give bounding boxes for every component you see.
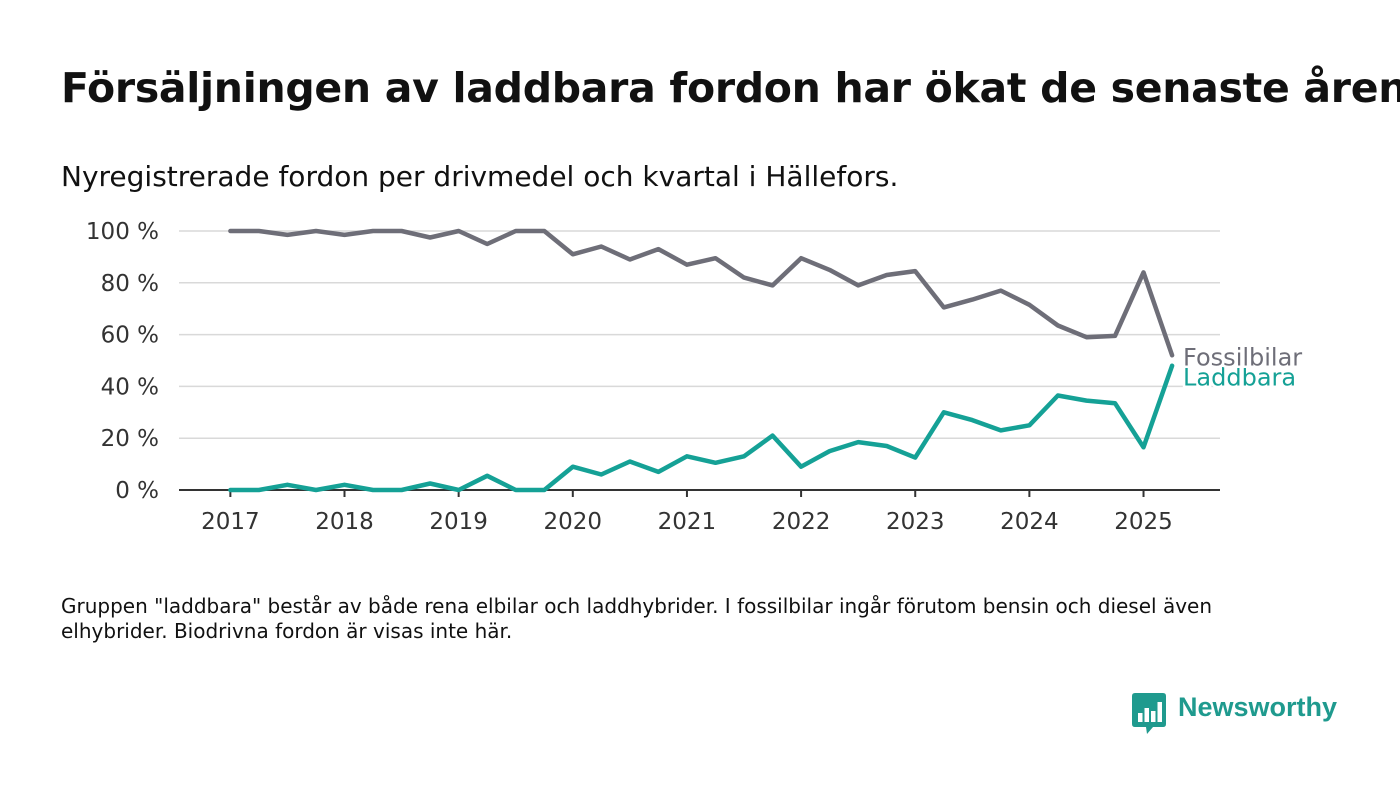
footnote: Gruppen "laddbara" består av både rena e… [61, 594, 1213, 643]
x-tick-label: 2023 [886, 509, 945, 535]
y-tick-label: 60 % [101, 323, 159, 349]
x-tick-label: 2022 [772, 509, 831, 535]
newsworthy-logo-icon [1132, 693, 1166, 734]
x-tick-label: 2020 [544, 509, 603, 535]
x-tick-label: 2024 [1000, 509, 1059, 535]
y-tick-label: 40 % [101, 374, 159, 400]
brand-name: Newsworthy [1178, 692, 1338, 722]
x-tick-label: 2025 [1114, 509, 1173, 535]
series-lines [228, 228, 1175, 493]
chart-title: Försäljningen av laddbara fordon har öka… [61, 64, 1400, 112]
series-line-fossilbilar [228, 228, 1175, 358]
series-label-fossilbilar: Fossilbilar [1183, 343, 1302, 371]
chart-subtitle: Nyregistrerade fordon per drivmedel och … [61, 160, 899, 193]
newsworthy-brand: Newsworthy [1132, 690, 1352, 736]
y-axis-ticks: 0 % 20 % 40 % 60 % 80 % 100 % [86, 219, 159, 504]
y-tick-label: 0 % [115, 478, 159, 504]
y-tick-label: 80 % [101, 271, 159, 297]
x-tick-label: 2019 [429, 509, 488, 535]
y-tick-label: 20 % [101, 426, 159, 452]
series-line-laddbara [228, 363, 1175, 493]
x-axis-ticks: 2017 2018 2019 2020 2021 2022 2023 2024 2025 [179, 489, 1220, 535]
x-tick-label: 2018 [315, 509, 374, 535]
y-tick-label: 100 % [86, 219, 159, 245]
series-label-laddbara: Laddbara [1183, 364, 1296, 392]
x-tick-label: 2017 [201, 509, 260, 535]
x-tick-label: 2021 [658, 509, 717, 535]
gridlines [179, 230, 1220, 439]
